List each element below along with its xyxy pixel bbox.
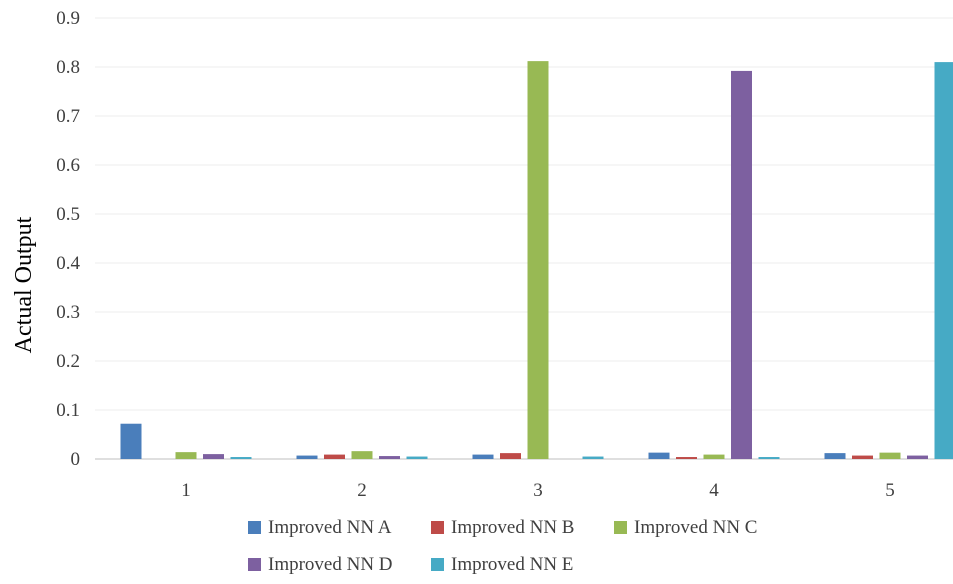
bar-improved-nn-a-cat-3 bbox=[472, 454, 494, 459]
y-tick-label: 0.1 bbox=[56, 400, 80, 421]
y-axis-title: Actual Output bbox=[11, 216, 37, 353]
y-tick-label: 0.8 bbox=[56, 57, 80, 78]
legend-swatch bbox=[431, 558, 444, 571]
x-tick-label: 4 bbox=[709, 480, 719, 501]
bar-improved-nn-e-cat-4 bbox=[758, 457, 780, 459]
y-tick-label: 0.5 bbox=[56, 204, 80, 225]
x-tick-label: 2 bbox=[357, 480, 367, 501]
bar-improved-nn-a-cat-4 bbox=[648, 452, 670, 459]
bars bbox=[120, 61, 953, 460]
legend-swatch bbox=[614, 521, 627, 534]
y-tick-label: 0.3 bbox=[56, 302, 80, 323]
legend-label: Improved NN E bbox=[451, 554, 573, 575]
y-axis-ticks: 0 0.1 0.2 0.3 0.4 0.5 0.6 0.7 0.8 0.9 bbox=[56, 8, 80, 470]
bar-improved-nn-b-cat-4 bbox=[676, 457, 697, 459]
bar-improved-nn-d-cat-2 bbox=[379, 456, 400, 459]
bar-improved-nn-c-cat-2 bbox=[351, 451, 373, 459]
x-axis-ticks: 1 2 3 4 5 bbox=[181, 480, 895, 501]
bar-improved-nn-c-cat-5 bbox=[879, 452, 901, 459]
bar-improved-nn-e-cat-1 bbox=[230, 457, 252, 459]
x-tick-label: 3 bbox=[533, 480, 543, 501]
y-tick-label: 0.6 bbox=[56, 155, 80, 176]
bar-improved-nn-a-cat-5 bbox=[824, 453, 846, 459]
bar-improved-nn-d-cat-5 bbox=[907, 455, 928, 459]
legend-swatch bbox=[431, 521, 444, 534]
legend-label: Improved NN D bbox=[268, 554, 393, 575]
bar-improved-nn-e-cat-5 bbox=[934, 62, 953, 459]
bar-improved-nn-d-cat-1 bbox=[203, 454, 224, 459]
bar-improved-nn-b-cat-3 bbox=[500, 453, 521, 459]
bar-improved-nn-e-cat-3 bbox=[582, 456, 604, 459]
bar-improved-nn-a-cat-2 bbox=[296, 455, 318, 459]
legend-label: Improved NN C bbox=[634, 517, 757, 538]
x-tick-label: 5 bbox=[885, 480, 895, 501]
bar-improved-nn-c-cat-4 bbox=[703, 454, 725, 459]
grid-lines bbox=[95, 17, 953, 460]
y-tick-label: 0.9 bbox=[56, 8, 80, 29]
bar-improved-nn-a-cat-1 bbox=[120, 423, 142, 459]
y-tick-label: 0.2 bbox=[56, 351, 80, 372]
y-tick-label: 0.7 bbox=[56, 106, 80, 127]
y-tick-label: 0 bbox=[71, 449, 81, 470]
y-tick-label: 0.4 bbox=[56, 253, 80, 274]
bar-improved-nn-b-cat-2 bbox=[324, 454, 345, 459]
legend-swatch bbox=[248, 521, 261, 534]
legend: Improved NN A Improved NN B Improved NN C I… bbox=[248, 517, 757, 575]
legend-label: Improved NN B bbox=[451, 517, 574, 538]
bar-improved-nn-c-cat-3 bbox=[527, 61, 549, 460]
legend-swatch bbox=[248, 558, 261, 571]
bar-improved-nn-d-cat-4 bbox=[731, 70, 752, 460]
bar-improved-nn-e-cat-2 bbox=[406, 456, 428, 459]
bar-improved-nn-b-cat-5 bbox=[852, 455, 873, 459]
legend-label: Improved NN A bbox=[268, 517, 392, 538]
bar-improved-nn-c-cat-1 bbox=[175, 452, 197, 459]
x-tick-label: 1 bbox=[181, 480, 191, 501]
